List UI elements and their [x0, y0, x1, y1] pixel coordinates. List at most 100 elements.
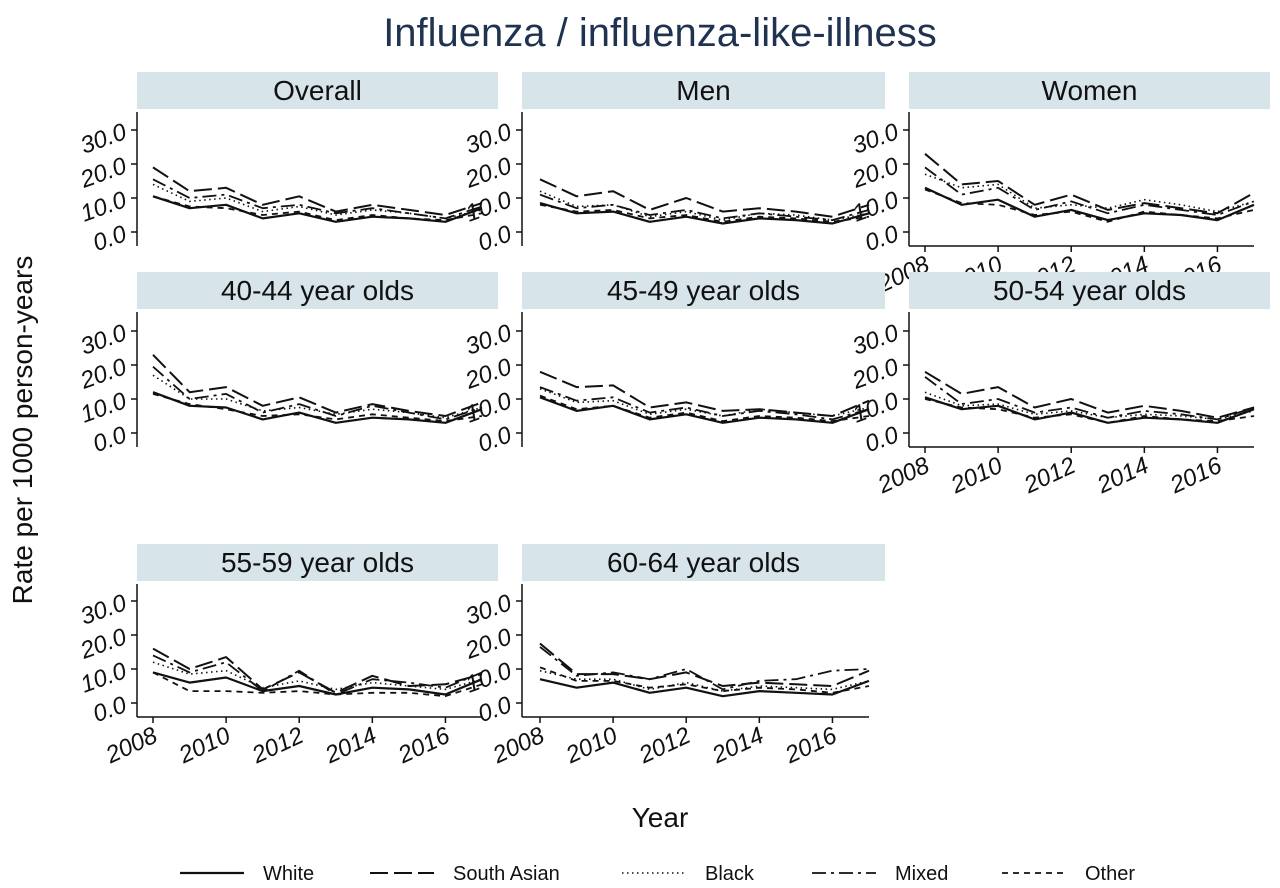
panel-strip	[137, 272, 498, 309]
legend-label: Black	[705, 863, 755, 885]
y-tick-label: 0.0	[474, 421, 515, 458]
x-tick-label: 2008	[488, 722, 549, 770]
y-axis-title: Rate per 1000 person-years	[7, 256, 38, 605]
series-line-south-asian	[539, 370, 870, 417]
panel-title: 50-54 year olds	[993, 275, 1186, 306]
panel-strip	[909, 272, 1270, 309]
y-tick-label: 20.0	[76, 152, 131, 194]
series-line-other	[152, 393, 483, 423]
y-tick-label: 0.0	[861, 421, 902, 458]
series-line-white	[539, 678, 870, 698]
y-tick-label: 30.0	[462, 118, 516, 160]
legend-item-black: Black	[622, 863, 755, 885]
legend-label: Mixed	[895, 863, 948, 885]
y-tick-label: 20.0	[76, 353, 131, 395]
series-line-white	[924, 186, 1255, 222]
series-line-south-asian	[152, 354, 483, 417]
legend-label: South Asian	[453, 863, 560, 885]
series-line-black	[539, 669, 870, 692]
series-line-mixed	[924, 376, 1255, 421]
series-line-mixed	[539, 193, 870, 222]
panel-strip	[522, 544, 885, 581]
panel-strip	[522, 72, 885, 109]
y-tick-label: 0.0	[89, 421, 130, 458]
x-tick-label: 2014	[707, 722, 768, 769]
y-tick-label: 30.0	[77, 319, 131, 361]
panel-title: 60-64 year olds	[607, 547, 800, 578]
x-axis-title: Year	[632, 802, 689, 833]
legend-item-south-asian: South Asian	[370, 863, 560, 885]
x-tick-label: 2008	[873, 452, 934, 500]
y-tick-label: 20.0	[461, 152, 516, 194]
y-tick-label: 20.0	[461, 353, 516, 395]
x-tick-label: 2010	[946, 452, 1007, 500]
series-line-black	[924, 173, 1255, 213]
y-tick-label: 30.0	[77, 118, 131, 160]
series-line-white	[539, 396, 870, 424]
series-line-white	[152, 671, 483, 696]
y-tick-label: 30.0	[462, 589, 516, 631]
y-tick-label: 30.0	[849, 319, 903, 361]
series-line-south-asian	[152, 166, 483, 216]
chart-title: Influenza / influenza-like-illness	[383, 11, 937, 55]
y-tick-label: 20.0	[848, 353, 903, 395]
x-tick-label: 2010	[174, 722, 235, 770]
panel-title: Overall	[273, 75, 362, 106]
panel-strip	[522, 272, 885, 309]
legend-label: Other	[1085, 863, 1135, 885]
legend-item-other: Other	[1002, 863, 1135, 885]
legend-item-mixed: Mixed	[812, 863, 948, 885]
x-tick-label: 2012	[247, 722, 308, 769]
series-line-other	[924, 188, 1255, 223]
panel-title: Men	[676, 75, 730, 106]
y-tick-label: 0.0	[474, 691, 515, 728]
legend-label: White	[263, 863, 314, 885]
panel-title: 55-59 year olds	[221, 547, 414, 578]
x-tick-label: 2012	[634, 722, 695, 769]
legend: White South Asian Black Mixed Other	[180, 863, 1135, 885]
y-tick-label: 30.0	[462, 319, 516, 361]
y-tick-label: 20.0	[461, 623, 516, 665]
y-tick-label: 0.0	[861, 220, 902, 257]
x-tick-label: 2016	[1165, 452, 1226, 500]
y-tick-label: 0.0	[89, 220, 130, 257]
panel-strip	[909, 72, 1270, 109]
series-line-other	[539, 203, 870, 223]
series-line-mixed	[152, 366, 483, 421]
facet-panels: Overall0.010.020.030.0Men0.010.020.030.0…	[76, 72, 1270, 769]
series-line-mixed	[539, 646, 870, 691]
x-tick-label: 2016	[393, 722, 454, 770]
legend-item-white: White	[180, 863, 314, 885]
panel-title: 45-49 year olds	[607, 275, 800, 306]
series-line-south-asian	[924, 153, 1255, 215]
panel-strip	[137, 72, 498, 109]
series-line-white	[539, 202, 870, 225]
panel-title: 40-44 year olds	[221, 275, 414, 306]
series-line-other	[539, 394, 870, 423]
series-line-south-asian	[539, 178, 870, 218]
x-tick-label: 2014	[320, 722, 381, 769]
series-line-south-asian	[924, 370, 1255, 419]
panel-title: Women	[1042, 75, 1138, 106]
y-tick-label: 0.0	[474, 220, 515, 257]
x-tick-label: 2016	[780, 722, 841, 770]
series-line-other	[924, 398, 1255, 424]
series-line-black	[152, 661, 483, 691]
series-line-south-asian	[152, 647, 483, 694]
y-tick-label: 30.0	[849, 118, 903, 160]
series-line-mixed	[924, 166, 1255, 216]
series-line-mixed	[539, 386, 870, 421]
series-line-other	[539, 666, 870, 694]
series-line-mixed	[152, 654, 483, 696]
x-tick-label: 2014	[1092, 452, 1153, 499]
x-tick-label: 2008	[101, 722, 162, 770]
y-tick-label: 20.0	[76, 623, 131, 665]
